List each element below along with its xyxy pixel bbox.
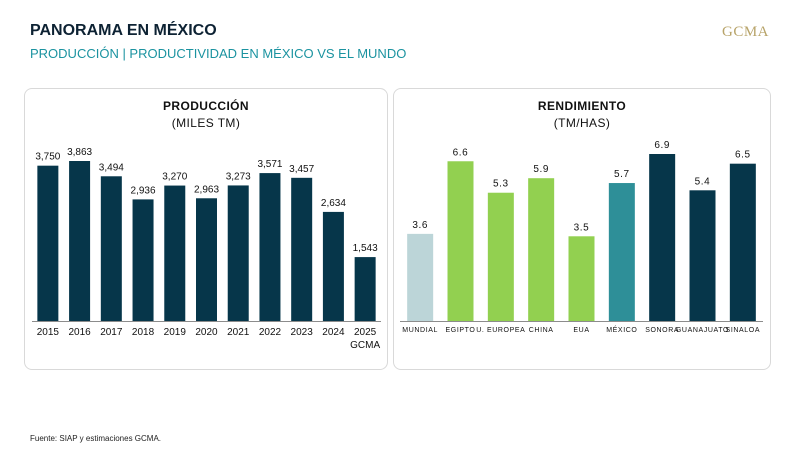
data-label: 1,543 [353,243,378,254]
production-chart-panel: PRODUCCIÓN (MILES TM) 3,750 2015 3,863 2016… [24,88,388,370]
x-tick-label: SONORA [645,327,679,334]
x-tick-label: U. EUROPEA [476,327,525,334]
yield-chart-title: RENDIMIENTO [537,99,627,113]
bar-guanajuato [689,190,716,321]
production-bar-chart: 3,750 2015 3,863 2016 3,494 2017 2,936 2018 3,27… [32,147,381,351]
data-label: 3,494 [99,162,124,173]
data-label: 3,270 [162,172,187,183]
source-note: Fuente: SIAP y estimaciones GCMA. [30,434,162,443]
bar-2021 [227,185,249,321]
x-tick-label: SINALOA [726,327,761,334]
bar-2024 [322,211,344,321]
data-label: 3,457 [289,164,314,175]
page-title: PANORAMA EN MÉXICO [30,22,217,39]
data-label: 3,273 [226,171,251,182]
page-subtitle: PRODUCCIÓN | PRODUCTIVIDAD EN MÉXICO VS … [30,46,407,61]
bar-2015 [37,165,59,321]
x-tick-label: EGIPTO [446,327,476,334]
x-tick-label: 2023 [291,327,314,338]
bar-2017 [100,176,122,321]
x-tick-label: 2015 [37,327,60,338]
x-tick-label: GUANAJUATO [676,327,729,334]
data-label: 2,936 [131,185,156,196]
bar-2023 [291,177,313,321]
bar-2019 [164,185,186,321]
bar-m-xico [608,183,635,321]
data-label: 5.4 [695,176,711,187]
bar-2022 [259,173,281,321]
yield-bar-chart: 3.6 MUNDIAL 6.6 EGIPTO 5.3 U. EUROPEA 5.9 CHINA… [400,140,763,334]
x-tick-label: 2018 [132,327,155,338]
data-label: 6.6 [453,147,469,158]
data-label: 6.5 [735,150,751,161]
bar-2018 [132,199,154,321]
production-chart-title: PRODUCCIÓN [162,99,249,113]
production-chart-subtitle: (MILES TM) [171,116,241,130]
bar-mundial [407,233,434,321]
x-tick-label: 2020 [195,327,218,338]
bar-2020 [196,198,217,321]
x-tick-label: 2019 [164,327,187,338]
data-label: 3.6 [412,220,428,231]
gcma-logo: GCMA [721,24,769,40]
data-label: 2,634 [321,198,346,209]
x-tick-label: 2016 [68,327,91,338]
data-label: 6.9 [654,140,670,151]
data-label: 3,750 [35,152,60,163]
x-tick-label: 2024 [322,327,345,338]
bar-sonora [649,154,676,321]
x-tick-sublabel: GCMA [350,340,380,351]
x-tick-label: MÉXICO [606,325,637,334]
bar-china [528,178,555,321]
bar-sinaloa [729,163,756,321]
bar-2016 [69,161,91,321]
data-label: 2,963 [194,184,219,195]
yield-chart-subtitle: (TM/HAS) [553,116,611,130]
x-tick-label: EUA [573,327,589,334]
data-label: 5.9 [533,164,549,175]
x-tick-label: 2025 [354,327,377,338]
x-tick-label: 2017 [100,327,123,338]
bar-egipto [447,161,474,321]
x-tick-label: 2021 [227,327,250,338]
data-label: 5.7 [614,169,630,180]
data-label: 3,863 [67,147,92,158]
x-tick-label: MUNDIAL [402,327,438,334]
data-label: 3.5 [574,222,590,233]
yield-chart-panel: RENDIMIENTO (TM/HAS) 3.6 MUNDIAL 6.6 EGIPTO… [393,88,771,370]
bar-eua [568,236,595,321]
data-label: 3,571 [257,159,282,170]
bar-2025 [354,257,376,321]
x-tick-label: CHINA [529,327,554,334]
x-tick-label: 2022 [259,327,282,338]
data-label: 5.3 [493,179,509,190]
bar-u-europea [487,192,514,321]
